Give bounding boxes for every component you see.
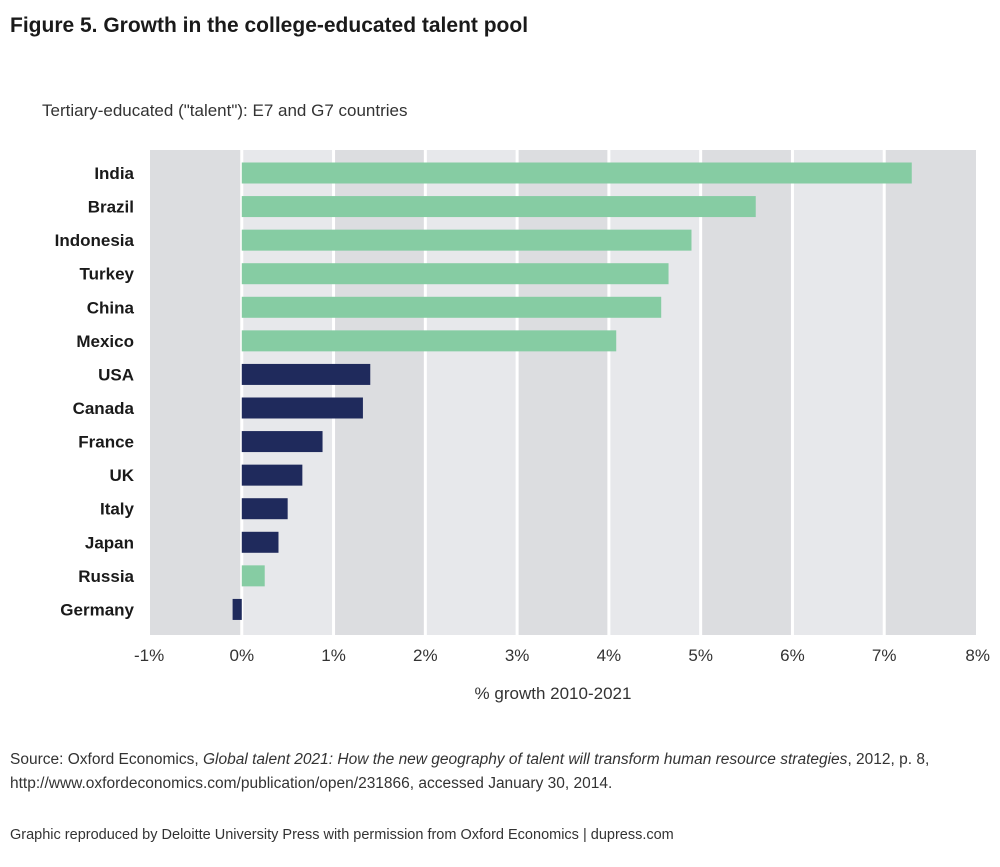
x-tick-label: 4% (597, 646, 622, 665)
x-tick-label: 6% (780, 646, 805, 665)
category-label-china: China (87, 298, 135, 317)
bar-india (241, 162, 912, 184)
category-label-brazil: Brazil (88, 198, 134, 217)
credit-line: Graphic reproduced by Deloitte Universit… (10, 827, 674, 843)
category-label-uk: UK (109, 466, 134, 485)
background-band (517, 150, 609, 635)
source-suffix: , 2012, p. 8, http://www.oxfordeconomics… (10, 751, 930, 792)
bar-chart: India Brazil Indonesia Turkey China Mexico USA… (55, 150, 990, 703)
bar-mexico (241, 330, 617, 352)
category-label-usa: USA (98, 365, 134, 384)
bar-brazil (241, 196, 756, 218)
category-label-turkey: Turkey (80, 265, 135, 284)
x-tick-label: 1% (321, 646, 346, 665)
source-note: Source: Oxford Economics, Global talent … (10, 748, 970, 796)
source-prefix: Source: Oxford Economics, (10, 751, 203, 768)
bar-russia (241, 565, 265, 587)
bar-france (241, 431, 323, 453)
bar-germany (232, 598, 242, 620)
x-tick-label: 3% (505, 646, 530, 665)
background-band (150, 150, 242, 635)
background-band (700, 150, 793, 635)
bar-turkey (241, 263, 669, 285)
x-tick-label: 7% (872, 646, 897, 665)
bar-uk (241, 464, 303, 486)
bar-canada (241, 397, 363, 419)
background-band (241, 150, 334, 635)
x-tick-label: 8% (965, 646, 990, 665)
x-axis-title: % growth 2010-2021 (475, 684, 632, 703)
category-label-italy: Italy (100, 500, 135, 519)
source-work-title: Global talent 2021: How the new geograph… (202, 751, 848, 768)
figure-title: Figure 5. Growth in the college-educated… (10, 14, 529, 37)
category-label-canada: Canada (73, 399, 135, 418)
category-label-indonesia: Indonesia (55, 231, 135, 250)
category-label-germany: Germany (60, 600, 134, 619)
x-tick-label: -1% (134, 646, 164, 665)
bar-usa (241, 363, 371, 385)
category-label-france: France (78, 433, 134, 452)
x-tick-label: 2% (413, 646, 438, 665)
figure-subtitle: Tertiary-educated ("talent"): E7 and G7 … (42, 101, 408, 120)
x-tick-label: 0% (229, 646, 254, 665)
category-label-russia: Russia (78, 567, 134, 586)
x-tick-label: 5% (688, 646, 713, 665)
background-band (792, 150, 885, 635)
bar-italy (241, 498, 288, 520)
category-label-india: India (94, 164, 134, 183)
background-band (884, 150, 976, 635)
background-band (333, 150, 426, 635)
background-band (425, 150, 518, 635)
bar-japan (241, 531, 279, 553)
bar-china (241, 296, 662, 318)
bar-indonesia (241, 229, 692, 251)
category-label-japan: Japan (85, 533, 134, 552)
background-band (608, 150, 701, 635)
category-label-mexico: Mexico (76, 332, 134, 351)
